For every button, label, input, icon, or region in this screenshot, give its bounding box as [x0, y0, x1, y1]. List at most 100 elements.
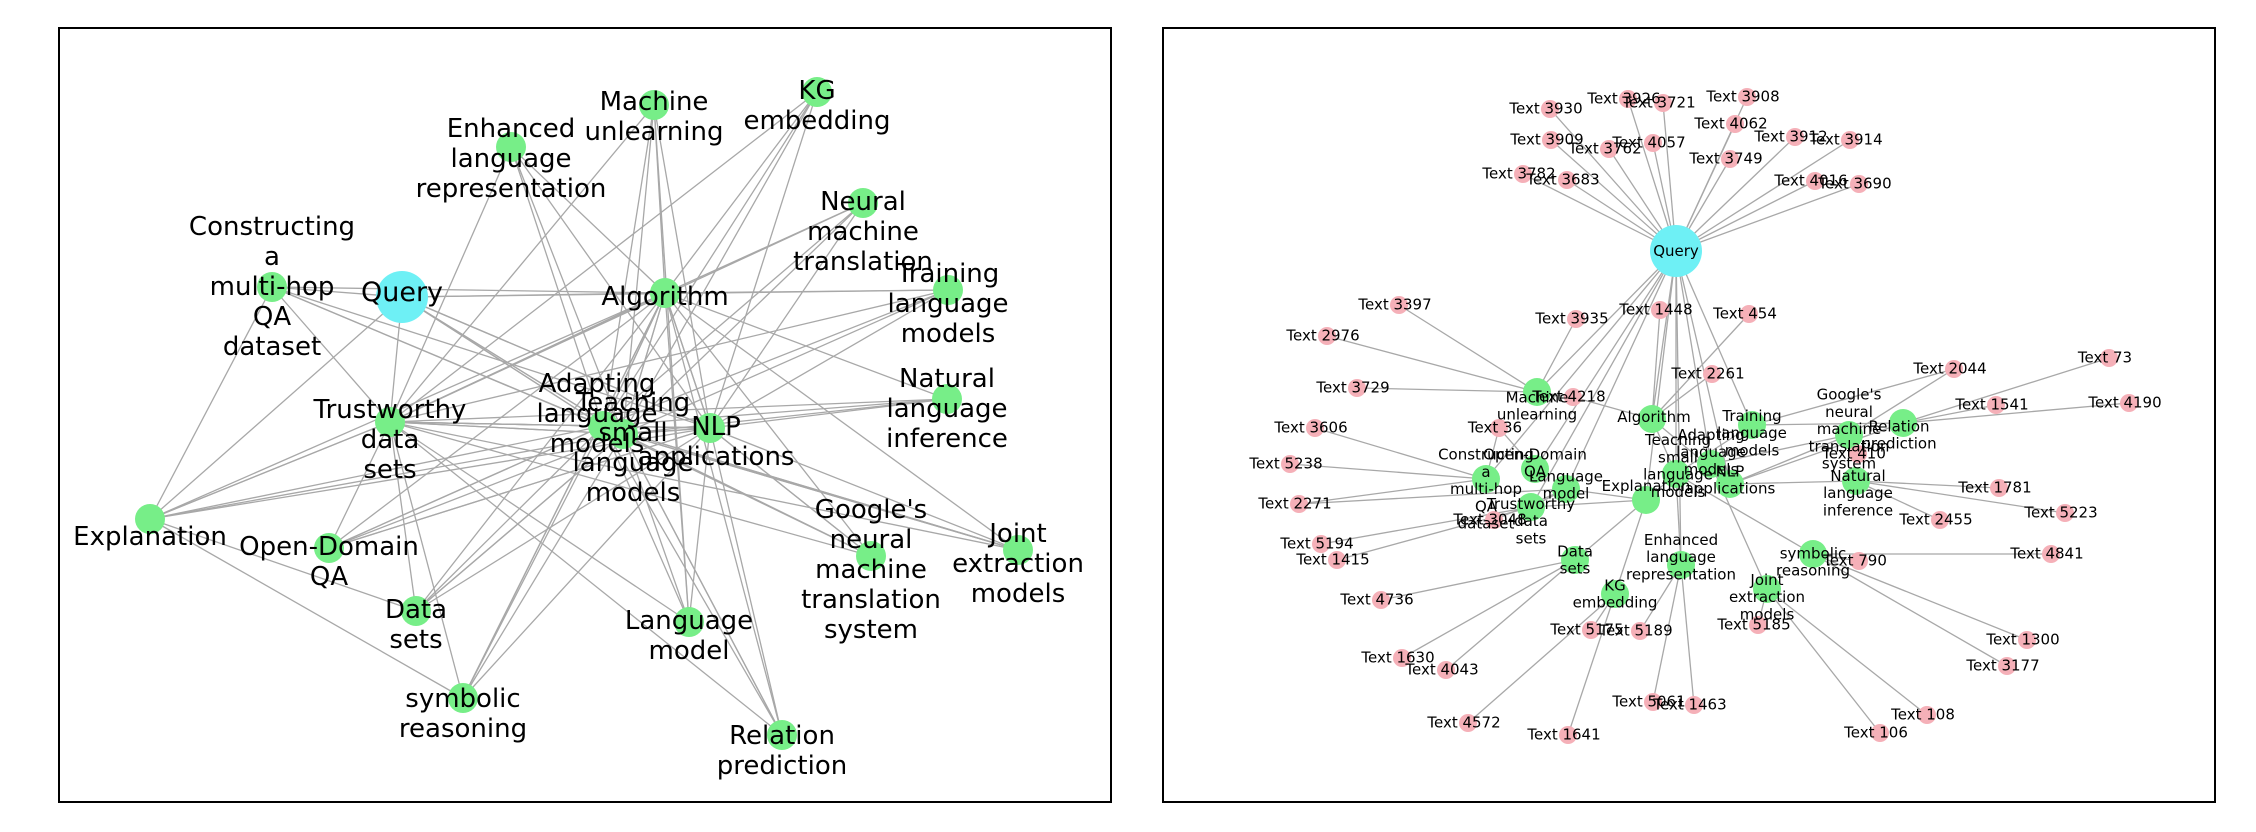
edge-nlp-training — [709, 289, 949, 429]
node-text-5189 — [1631, 622, 1649, 640]
edge-expl-kg — [1614, 499, 1647, 595]
node-joint-extraction-models — [1753, 575, 1781, 603]
edge-nlp-unlearning — [653, 104, 711, 429]
node-text-4190 — [2120, 394, 2138, 412]
node-label-text-36: Text 36 — [1467, 419, 1522, 437]
edge-nlp-rel — [1729, 422, 1904, 485]
node-label-text-1415: Text 1415 — [1295, 551, 1369, 569]
node-label-relation-prediction: Relation prediction — [1861, 417, 1936, 452]
node-label-text-106: Text 106 — [1843, 724, 1908, 742]
edge-explanation-trustworthy — [149, 421, 391, 520]
node-label-natural-language-inference: Natural language inference — [1823, 466, 1893, 519]
node-label-symbolic-reasoning: symbolic reasoning — [1776, 544, 1850, 579]
node-label-language-model: Language model — [625, 606, 753, 666]
node-text-4736 — [1372, 591, 1390, 609]
node-text-1448 — [1651, 301, 1669, 319]
node-label-data-sets: Data sets — [1557, 542, 1593, 577]
edge-construct-t3606 — [1314, 427, 1487, 480]
node-label-enhanced-language-representation: Enhanced language representation — [416, 114, 607, 204]
edge-query-nlp — [401, 296, 711, 429]
node-label-text-3935: Text 3935 — [1534, 310, 1608, 328]
node-symbolic-reasoning — [1799, 540, 1827, 568]
node-text-5185 — [1749, 616, 1767, 634]
node-label-trustworthy-data-sets: Trustworthy data sets — [313, 395, 467, 485]
node-label-query: Query — [1653, 242, 1699, 260]
node-label-text-3683: Text 3683 — [1525, 171, 1599, 189]
node-label-open-domain-qa: Open-Domain QA — [1483, 445, 1587, 480]
edge-algo-t454 — [1651, 313, 1750, 420]
edge-lm-unlearning — [653, 104, 690, 623]
edge-datasets-teaching — [415, 433, 624, 612]
node-label-text-3749: Text 3749 — [1688, 150, 1762, 168]
node-label-algorithm: Algorithm — [1617, 408, 1690, 426]
node-adapting-language-models — [1697, 450, 1725, 478]
edge-adapting-training — [602, 289, 949, 427]
node-neural-machine-translation — [848, 188, 878, 218]
node-label-training-language-models: Training language models — [1717, 406, 1787, 459]
node-training-language-models — [1738, 411, 1766, 439]
edge-mu-t3729 — [1356, 387, 1538, 393]
node-label-nlp-applications: NLP applications — [1685, 462, 1776, 497]
node-text-106 — [1871, 724, 1889, 742]
node-constructing-a-multi-hop-qa-dataset — [1472, 465, 1500, 493]
node-label-text-3930: Text 3930 — [1508, 100, 1582, 118]
node-label-text-5189: Text 5189 — [1598, 622, 1672, 640]
node-label-teaching-small-language-models: Teaching small language models — [1643, 431, 1713, 501]
edge-openqa-adapting — [328, 425, 604, 549]
node-label-constructing-a-multi-hop-qa-dataset: Constructing a multi-hop QA dataset — [189, 212, 355, 362]
node-label-text-2044: Text 2044 — [1912, 360, 1986, 378]
node-label-query: Query — [361, 277, 443, 308]
node-label-text-790: Text 790 — [1822, 552, 1887, 570]
edge-mu-t3397 — [1398, 304, 1538, 393]
node-label-text-2271: Text 2271 — [1257, 495, 1331, 513]
edge-teach-sym — [1675, 473, 1814, 555]
edge-trustworthy-joint — [389, 421, 1019, 551]
node-label-text-2455: Text 2455 — [1898, 511, 1972, 529]
node-enhanced-language-representation — [1667, 551, 1695, 579]
edge-teaching-lm — [622, 433, 690, 623]
edge-trustworthy-enhanced — [389, 146, 512, 423]
node-label-text-1300: Text 1300 — [1985, 631, 2059, 649]
edge-ds-t1630 — [1401, 559, 1576, 659]
edge-teaching-nli — [622, 398, 948, 435]
node-label-text-4190: Text 4190 — [2087, 394, 2161, 412]
node-text-3749 — [1721, 150, 1739, 168]
edge-adapting-enhanced — [510, 146, 604, 427]
node-text-1630 — [1393, 649, 1411, 667]
edge-nli-t2455 — [1855, 480, 1941, 521]
node-label-text-5194: Text 5194 — [1279, 535, 1353, 553]
node-text-3908 — [1738, 88, 1756, 106]
edge-query-construct — [1485, 250, 1677, 480]
edge-query-teaching — [401, 296, 624, 435]
right-edges — [1289, 96, 2130, 736]
edge-algorithm-kg — [664, 91, 818, 294]
node-text-3909 — [1542, 131, 1560, 149]
edge-query-t3914 — [1675, 139, 1851, 252]
node-data-sets — [401, 596, 431, 626]
edge-adapting-datasets — [415, 425, 604, 612]
node-label-text-5223: Text 5223 — [2023, 504, 2097, 522]
node-text-4572 — [1459, 714, 1477, 732]
node-google-s-neural-machine-translation-system — [1835, 421, 1863, 449]
left-graph-panel: Query Explanation Constructing a multi-hop QA… — [58, 27, 1112, 803]
edge-nlp-algorithm — [664, 292, 711, 429]
edge-rel-t1541 — [1902, 404, 1997, 424]
edge-trustworthy-nlp — [389, 421, 711, 429]
edge-query-t3909 — [1550, 139, 1677, 252]
node-label-google-s-neural-machine-translation-system: Google's neural machine translation system — [1809, 385, 1890, 472]
edge-algorithm-explanation — [149, 292, 666, 520]
right-graph-svg: Query Machine unlearning Algorithm Training l… — [1248, 88, 2162, 744]
node-text-2271 — [1290, 495, 1308, 513]
node-text-3912 — [1786, 128, 1804, 146]
node-label-symbolic-reasoning: symbolic reasoning — [399, 684, 527, 744]
edge-nlp-nmt — [709, 202, 864, 429]
node-text-5194 — [1312, 535, 1330, 553]
node-enhanced-language-representation — [496, 132, 526, 162]
node-text-3683 — [1558, 171, 1576, 189]
node-text-5061 — [1644, 693, 1662, 711]
edge-query-enh — [1675, 250, 1682, 566]
node-label-text-3926: Text 3926 — [1586, 90, 1660, 108]
edge-kg-t4572 — [1467, 593, 1616, 724]
node-label-text-3177: Text 3177 — [1965, 657, 2039, 675]
edge-teaching-algorithm — [622, 292, 666, 435]
